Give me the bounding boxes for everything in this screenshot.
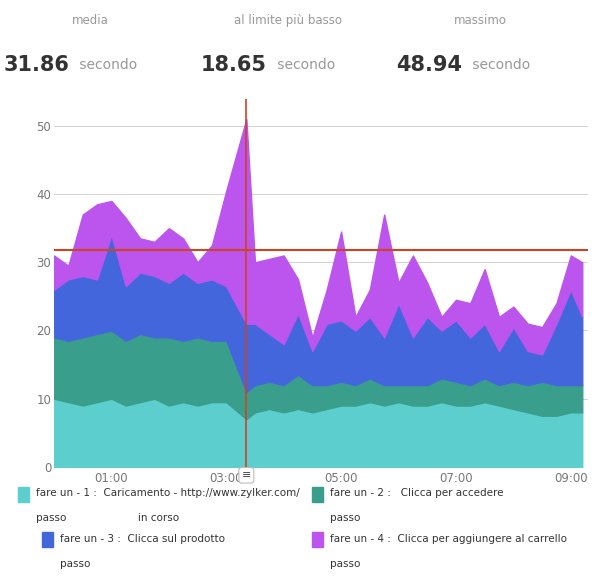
Bar (18, 487, 29, 502)
Bar (312, 487, 323, 502)
Text: passo: passo (60, 559, 91, 568)
Text: 18.65: 18.65 (201, 55, 267, 75)
Text: fare un - 3 :  Clicca sul prodotto: fare un - 3 : Clicca sul prodotto (60, 534, 225, 543)
Bar (42, 532, 53, 547)
Text: 48.94: 48.94 (396, 55, 462, 75)
Text: secondo: secondo (468, 58, 530, 72)
Text: passo: passo (330, 513, 361, 523)
Text: fare un - 4 :  Clicca per aggiungere al carrello: fare un - 4 : Clicca per aggiungere al c… (330, 534, 567, 543)
Text: secondo: secondo (75, 58, 137, 72)
Text: al limite più basso: al limite più basso (234, 14, 342, 27)
Text: fare un - 1 :  Caricamento - http://www.zylker.com/: fare un - 1 : Caricamento - http://www.z… (36, 488, 300, 498)
Text: fare un - 2 :   Clicca per accedere: fare un - 2 : Clicca per accedere (330, 488, 503, 498)
Text: ≡: ≡ (242, 470, 251, 480)
Bar (312, 532, 323, 547)
Text: passo: passo (330, 559, 361, 568)
Text: passo                      in corso: passo in corso (36, 513, 179, 523)
Text: secondo: secondo (273, 58, 335, 72)
Text: massimo: massimo (454, 14, 506, 27)
Text: 31.86: 31.86 (3, 55, 69, 75)
Text: media: media (71, 14, 109, 27)
